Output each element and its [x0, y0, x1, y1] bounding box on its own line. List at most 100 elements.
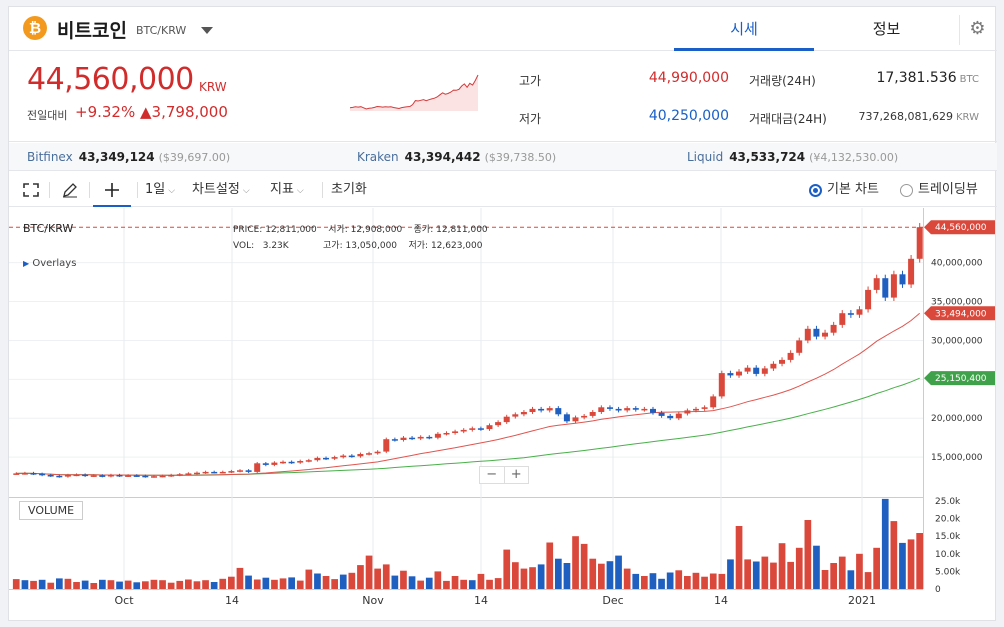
candle [391, 439, 398, 441]
volume-bar [658, 578, 665, 589]
interval-dropdown[interactable]: 1일 ⌵ [145, 173, 175, 207]
volume-bar [185, 579, 192, 589]
volume-bar [21, 580, 29, 589]
ohlc-high: 13,050,000 [345, 241, 398, 251]
candle [90, 475, 97, 477]
exchange-liquid[interactable]: Liquid 43,533,724 (¥4,132,530.00) [687, 150, 898, 164]
volume-bar [288, 577, 295, 589]
candle [865, 289, 872, 310]
toolbar-divider [49, 182, 50, 198]
price-tag-bg [924, 306, 995, 321]
basic-chart-radio[interactable] [809, 184, 822, 197]
volume-bar [907, 539, 915, 589]
candle [417, 436, 424, 439]
candle [107, 475, 114, 477]
candle [331, 457, 338, 459]
current-price: 44,560,000 [27, 62, 194, 97]
candle [176, 474, 183, 476]
candle [211, 471, 218, 474]
volume-bar [374, 568, 381, 589]
exchange-name: Liquid [687, 150, 724, 164]
volume-bar [167, 582, 175, 589]
volume-bar [193, 581, 201, 589]
chevron-down-icon[interactable] [201, 27, 213, 34]
candle [142, 475, 149, 478]
zoom-out-button[interactable]: − [486, 467, 498, 482]
volume-bar [38, 579, 46, 589]
chart-settings-dropdown[interactable]: 차트설정 ⌵ [192, 173, 250, 207]
candle [512, 414, 519, 417]
volume-bar [606, 561, 614, 589]
gear-icon[interactable]: ⚙ [959, 15, 995, 45]
candle [899, 274, 906, 285]
ohlc-high-label: 고가: [323, 241, 343, 251]
crosshair-tool[interactable] [93, 173, 131, 207]
candle [710, 396, 717, 408]
candle [727, 373, 734, 376]
candlestick-chart[interactable]: 40,000,00035,000,00030,000,00025,000,000… [9, 208, 997, 622]
amount-24h-unit: KRW [956, 112, 979, 123]
exchange-name: Bitfinex [27, 150, 73, 164]
tab-market[interactable]: 시세 [674, 7, 814, 51]
amount-24h-value: 737,268,081,629 [858, 110, 953, 123]
candle [116, 475, 123, 477]
candle [452, 431, 459, 433]
trading-pair[interactable]: BTC/KRW [136, 24, 187, 37]
coin-name[interactable]: 비트코인 [57, 20, 127, 42]
price-chart-area[interactable]: 40,000,00035,000,00030,000,00025,000,000… [9, 208, 997, 622]
volume-bar [64, 578, 72, 589]
candle [409, 437, 416, 440]
candle [830, 324, 837, 333]
volume-bar [400, 570, 407, 589]
toolbar-divider [322, 182, 323, 198]
volume-bar [778, 543, 786, 589]
candle [254, 463, 261, 472]
exchange-kraken[interactable]: Kraken 43,394,442 ($39,738.50) [357, 150, 556, 164]
candle [632, 408, 639, 410]
overlays-toggle[interactable]: ▶ Overlays [23, 258, 76, 269]
candle [460, 429, 467, 432]
candle [744, 367, 751, 372]
exchange-prices: Bitfinex 43,349,124 ($39,697.00) Kraken 43,… [9, 143, 997, 171]
tradingview-label[interactable]: 트레이딩뷰 [918, 182, 978, 197]
volume-bar [262, 577, 270, 589]
crosshair-icon [105, 183, 119, 197]
volume-tick-label: 10.0k [935, 550, 961, 560]
volume-bar [529, 567, 536, 589]
volume-bar [176, 580, 184, 589]
ohlc-open: 12,908,000 [350, 225, 403, 235]
y-tick-label: 35,000,000 [931, 298, 983, 308]
volume-bar [795, 547, 803, 589]
pencil-icon[interactable] [62, 182, 78, 198]
candle [185, 473, 192, 475]
price-tag-bg [924, 371, 995, 386]
candle [374, 451, 381, 454]
volume-bar [881, 498, 889, 589]
basic-chart-label[interactable]: 기본 차트 [827, 182, 879, 197]
exchange-bitfinex[interactable]: Bitfinex 43,349,124 ($39,697.00) [27, 150, 230, 164]
volume-bar [623, 568, 631, 589]
low-label: 저가 [519, 112, 542, 126]
volume-tick-label: 0 [935, 585, 941, 595]
toolbar-divider [137, 182, 138, 198]
x-tick-label: 2021 [848, 594, 876, 607]
candle [804, 328, 811, 341]
tradingview-radio[interactable] [900, 184, 913, 197]
amount-24h-label: 거래대금(24H) [749, 112, 827, 126]
zoom-in-button[interactable]: + [503, 467, 529, 483]
fullscreen-icon[interactable] [23, 183, 39, 197]
candle [64, 475, 71, 477]
volume-24h-unit: BTC [959, 74, 979, 85]
indicators-dropdown[interactable]: 지표 ⌵ [270, 173, 304, 207]
reset-button[interactable]: 초기화 [331, 182, 367, 197]
volume-bar [245, 575, 252, 589]
volume-bar [417, 580, 424, 589]
candle [908, 258, 915, 285]
volume-bar [81, 580, 89, 589]
tab-info[interactable]: 정보 [872, 20, 901, 38]
ma-fast-tag: 33,494,000 [924, 306, 995, 321]
volume-bar [727, 559, 734, 589]
candle [125, 475, 132, 477]
volume-bar [236, 567, 244, 589]
volume-bar [838, 556, 846, 589]
